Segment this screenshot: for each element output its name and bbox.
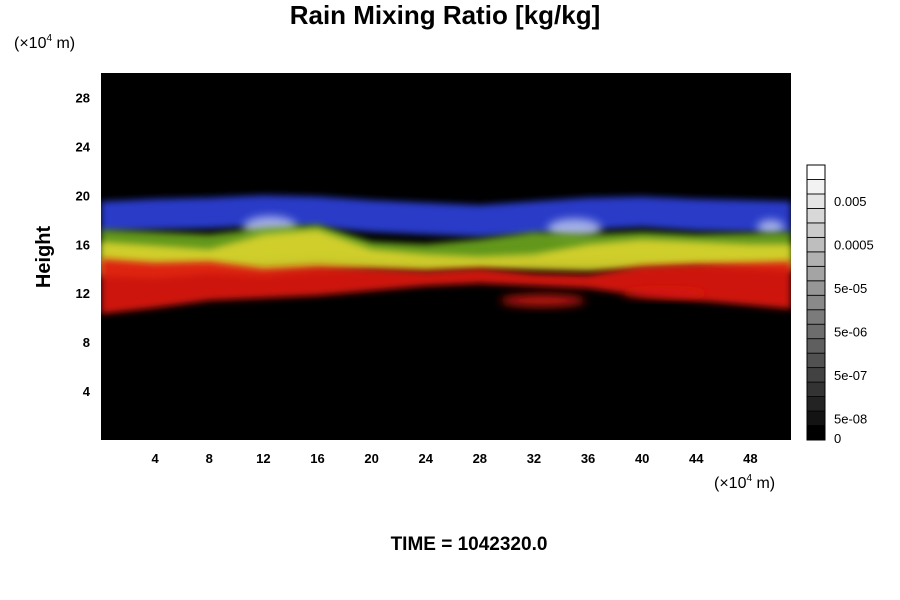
colorbar-swatch [806,208,826,224]
colorbar-label: 0.005 [834,194,867,209]
colorbar-label: 5e-07 [834,368,867,383]
colorbar-swatch [806,425,826,441]
colorbar-labels: 0.005 0.0005 5e-05 5e-06 5e-07 5e-08 0 [834,194,874,446]
y-tick-label: 24 [76,139,91,154]
colorbar-swatch [806,381,826,397]
data-layers [101,195,791,314]
x-axis-ticks: 4 8 12 16 20 24 28 32 36 40 44 48 [152,451,758,466]
colorbar-swatch [806,222,826,238]
colorbar-swatch [806,410,826,426]
colorbar-swatch [806,251,826,267]
x-tick-label: 48 [743,451,757,466]
x-tick-label: 40 [635,451,649,466]
layer-blue-band [101,195,791,237]
patch-red-detached-patches-0 [500,294,586,307]
colorbar-swatch [806,193,826,209]
layer-red-band [101,258,791,314]
x-tick-label: 44 [689,451,704,466]
colorbar-swatch [806,352,826,369]
y-axis-label: Height [33,226,55,289]
colorbar-frame [806,164,826,441]
colorbar-label: 5e-06 [834,324,867,339]
y-tick-label: 12 [76,286,90,301]
y-tick-label: 20 [76,188,90,203]
chart-title: Rain Mixing Ratio [kg/kg] [290,0,601,30]
colorbar-swatch [806,309,826,325]
patch-pale-blue-patches-2 [757,219,785,235]
x-tick-label: 12 [256,451,270,466]
colorbar-label: 0.0005 [834,238,874,253]
x-tick-label: 8 [206,451,213,466]
x-tick-label: 28 [473,451,487,466]
colorbar-label: 5e-05 [834,281,867,296]
colorbar-label: 0 [834,431,841,446]
y-axis-ticks: 4 8 12 16 20 24 28 [76,90,91,399]
colorbar-swatch [806,280,826,296]
x-tick-label: 20 [364,451,378,466]
x-axis-unit-label: (×104 m) [714,473,775,492]
time-annotation: TIME = 1042320.0 [391,534,548,555]
colorbar [806,164,826,441]
y-tick-label: 28 [76,90,90,105]
colorbar-swatch [806,367,826,383]
x-tick-label: 16 [310,451,324,466]
x-tick-label: 24 [418,451,433,466]
colorbar-swatch [806,294,826,311]
colorbar-swatch [806,338,826,354]
colorbar-swatch [806,323,826,340]
y-tick-label: 8 [83,335,90,350]
y-tick-label: 4 [83,384,91,399]
x-tick-label: 4 [152,451,160,466]
colorbar-swatch [806,236,826,253]
x-tick-label: 36 [581,451,595,466]
colorbar-swatch [806,164,826,180]
colorbar-swatch [806,396,826,412]
x-tick-label: 32 [527,451,541,466]
colorbar-swatch [806,265,826,282]
colorbar-swatch [806,179,826,195]
patch-red-detached-patches-1 [621,288,708,299]
y-axis-unit-label: (×104 m) [14,33,75,52]
layer-yellow-band [101,229,791,279]
colorbar-label: 5e-08 [834,411,867,426]
y-tick-label: 16 [76,237,90,252]
